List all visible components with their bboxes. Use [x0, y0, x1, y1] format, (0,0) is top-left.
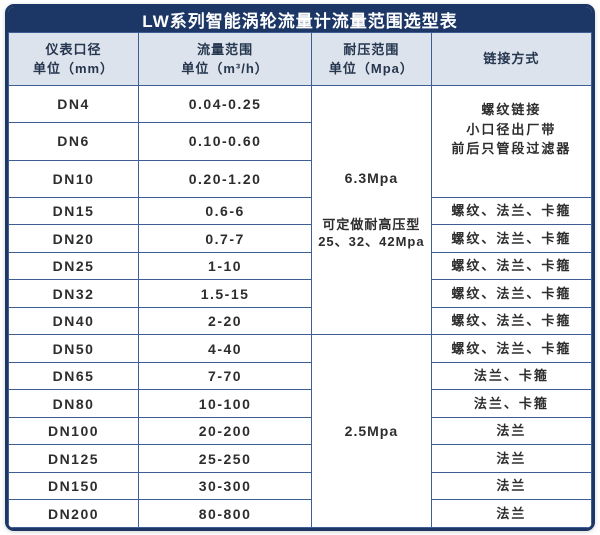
table-row: DN100 20-200 法兰 [8, 416, 592, 446]
connection-line: 前后只管段过滤器 [451, 141, 572, 157]
connection-line: 螺纹、法兰、卡箍 [451, 285, 572, 301]
diameter-cell: DN65 [8, 361, 139, 391]
flow-range-cell: 0.7-7 [137, 224, 313, 253]
col-header-flow-range: 流量范围 单位（m³/h） [137, 32, 313, 86]
col-header-label: 链接方式 [483, 51, 540, 67]
connection-cell: 螺纹、法兰、卡箍 [430, 306, 592, 336]
diameter-cell: DN80 [8, 389, 139, 418]
connection-line: 螺纹、法兰、卡箍 [451, 230, 572, 246]
table-body: DN4 0.04-0.25 6.3Mpa 可定做耐高压型 25、32、42Mpa 螺纹链接… [8, 84, 592, 528]
diameter-cell: DN15 [8, 196, 139, 226]
connection-cell: 螺纹、法兰、卡箍 [430, 334, 592, 363]
col-header-label: 流量范围 [197, 41, 254, 57]
diameter-cell: DN10 [8, 159, 139, 199]
table-row: DN80 10-100 法兰、卡箍 [8, 389, 592, 418]
connection-cell: 法兰 [430, 499, 592, 528]
pressure-content: 2.5Mpa [312, 423, 431, 439]
diameter-cell: DN25 [8, 251, 139, 281]
pressure-cell: 2.5Mpa [311, 334, 432, 528]
diameter-cell: DN20 [8, 224, 139, 253]
diameter-cell: DN4 [8, 84, 139, 124]
pressure-value: 2.5Mpa [344, 423, 399, 440]
connection-cell: 法兰、卡箍 [430, 389, 592, 418]
flow-range-cell: 2-20 [137, 306, 313, 336]
table-row: DN15 0.6-6 螺纹、法兰、卡箍 [8, 196, 592, 226]
pressure-value: 6.3Mpa [344, 169, 399, 186]
flow-range-cell: 0.04-0.25 [137, 84, 313, 124]
flow-range-cell: 1.5-15 [137, 279, 313, 308]
flow-range-selection-table: 仪表口径 单位（mm） 流量范围 单位（m³/h） 耐压范围 单位（Mpa） 链… [8, 32, 592, 528]
table-row: DN150 30-300 法兰 [8, 471, 592, 501]
col-header-unit: 单位（mm） [32, 61, 115, 76]
table-row: DN125 25-250 法兰 [8, 444, 592, 473]
diameter-cell: DN40 [8, 306, 139, 336]
table-row: DN25 1-10 螺纹、法兰、卡箍 [8, 251, 592, 281]
flow-range-cell: 80-800 [137, 499, 313, 528]
table-row: DN65 7-70 法兰、卡箍 [8, 361, 592, 391]
table-row: DN10 0.20-1.20 [8, 159, 592, 199]
table-row: DN20 0.7-7 螺纹、法兰、卡箍 [8, 224, 592, 253]
diameter-cell: DN150 [8, 471, 139, 501]
selection-table-card: LW系列智能涡轮流量计流量范围选型表 仪表口径 单位（mm） 流量范围 单位（m… [5, 4, 595, 531]
connection-line: 螺纹、法兰、卡箍 [451, 203, 572, 219]
table-row: DN200 80-800 法兰 [8, 499, 592, 528]
flow-range-cell: 30-300 [137, 471, 313, 501]
diameter-cell: DN125 [8, 444, 139, 473]
connection-line: 小口径出厂带 [466, 121, 557, 137]
connection-cell: 法兰 [430, 471, 592, 501]
pressure-content: 6.3Mpa 可定做耐高压型 25、32、42Mpa [312, 170, 431, 251]
table-row: DN4 0.04-0.25 6.3Mpa 可定做耐高压型 25、32、42Mpa 螺纹链接… [8, 84, 592, 336]
connection-cell: 螺纹、法兰、卡箍 [430, 279, 592, 308]
connection-line: 法兰 [496, 478, 527, 494]
pressure-note: 可定做耐高压型 25、32、42Mpa [318, 216, 424, 251]
flow-range-cell: 1-10 [137, 251, 313, 281]
col-header-label: 耐压范围 [343, 41, 400, 57]
table-row: DN50 4-40 2.5Mpa 螺纹、法兰、卡箍 [8, 334, 592, 528]
table-row: DN6 0.10-0.60 [8, 122, 592, 161]
flow-range-cell: 0.10-0.60 [137, 122, 313, 161]
connection-cell: 法兰 [430, 444, 592, 473]
col-header-diameter: 仪表口径 单位（mm） [8, 32, 139, 86]
connection-line: 螺纹、法兰、卡箍 [451, 313, 572, 329]
diameter-cell: DN200 [8, 499, 139, 528]
diameter-cell: DN6 [8, 122, 139, 161]
diameter-cell: DN32 [8, 279, 139, 308]
flow-range-cell: 20-200 [137, 416, 313, 446]
table-header: 仪表口径 单位（mm） 流量范围 单位（m³/h） 耐压范围 单位（Mpa） 链… [8, 32, 592, 86]
connection-cell: 法兰、卡箍 [430, 361, 592, 391]
connection-line: 法兰 [496, 423, 527, 439]
connection-line: 法兰、卡箍 [473, 395, 549, 411]
col-header-pressure-range: 耐压范围 单位（Mpa） [311, 32, 432, 86]
col-header-label: 仪表口径 [45, 41, 102, 57]
flow-range-cell: 4-40 [137, 334, 313, 363]
connection-cell: 螺纹、法兰、卡箍 [430, 196, 592, 226]
diameter-cell: DN100 [8, 416, 139, 446]
connection-cell: 螺纹、法兰、卡箍 [430, 224, 592, 253]
connection-line: 法兰、卡箍 [473, 368, 549, 384]
connection-cell: 法兰 [430, 416, 592, 446]
table-row: DN32 1.5-15 螺纹、法兰、卡箍 [8, 279, 592, 308]
connection-line: 螺纹、法兰、卡箍 [451, 340, 572, 356]
connection-line: 法兰 [496, 450, 527, 466]
pressure-cell: 6.3Mpa 可定做耐高压型 25、32、42Mpa [311, 84, 432, 336]
table-row: DN40 2-20 螺纹、法兰、卡箍 [8, 306, 592, 336]
connection-line: 法兰 [496, 505, 527, 521]
flow-range-cell: 0.6-6 [137, 196, 313, 226]
col-header-unit: 单位（m³/h） [181, 61, 269, 76]
connection-cell: 螺纹、法兰、卡箍 [430, 251, 592, 281]
connection-cell: 螺纹链接小口径出厂带 前后只管段过滤器 [430, 85, 592, 198]
connection-line: 螺纹、法兰、卡箍 [451, 258, 572, 274]
col-header-connection: 链接方式 [430, 32, 592, 86]
diameter-cell: DN50 [8, 334, 139, 363]
pressure-note-line: 可定做耐高压型 [322, 216, 421, 232]
flow-range-cell: 25-250 [137, 444, 313, 473]
header-row: 仪表口径 单位（mm） 流量范围 单位（m³/h） 耐压范围 单位（Mpa） 链… [8, 32, 592, 86]
flow-range-cell: 7-70 [137, 361, 313, 391]
connection-line: 螺纹链接 [481, 102, 542, 118]
col-header-unit: 单位（Mpa） [328, 61, 414, 76]
pressure-note-line: 25、32、42Mpa [318, 234, 425, 250]
table-title: LW系列智能涡轮流量计流量范围选型表 [8, 7, 592, 32]
flow-range-cell: 10-100 [137, 389, 313, 418]
flow-range-cell: 0.20-1.20 [137, 159, 313, 199]
